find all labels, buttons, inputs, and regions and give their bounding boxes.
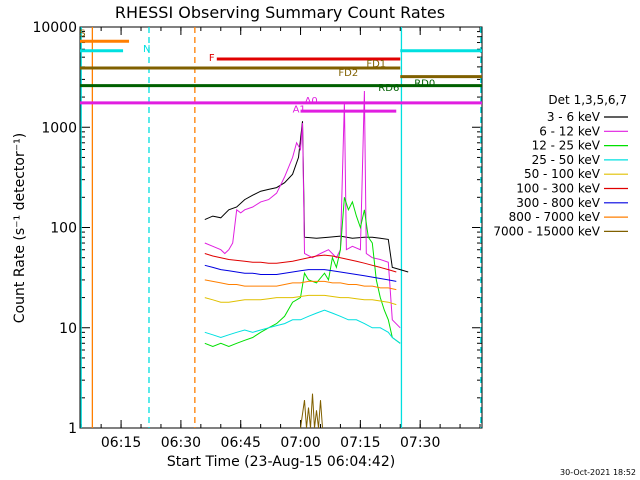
y-axis: 1 10 100 1000 10000 bbox=[32, 20, 482, 437]
series-line-300-800-kev bbox=[204, 264, 397, 282]
y-axis-label: Count Rate (s⁻¹ detector⁻¹) bbox=[12, 133, 28, 323]
x-tick-label: 07:15 bbox=[340, 435, 380, 451]
x-tick-label: 07:30 bbox=[400, 435, 440, 451]
annotation-label: N bbox=[143, 44, 150, 55]
x-tick-label: 06:15 bbox=[101, 435, 141, 451]
series-line-800-7000-kev bbox=[204, 279, 397, 291]
series-line-50-100-kev bbox=[204, 294, 397, 306]
legend-title: Det 1,3,5,6,7 bbox=[548, 93, 627, 107]
x-tick-label: 06:45 bbox=[221, 435, 261, 451]
y-tick-label: 1000 bbox=[41, 120, 77, 136]
x-axis-label: Start Time (23-Aug-15 06:04:42) bbox=[167, 454, 395, 470]
annotation-spans bbox=[80, 39, 482, 113]
legend-label: 800 - 7000 keV bbox=[509, 210, 601, 224]
legend-label: 7000 - 15000 keV bbox=[493, 224, 600, 238]
annotation-label: S bbox=[79, 29, 85, 40]
y-tick-label: 1 bbox=[68, 421, 77, 437]
annotation-label: FD1 bbox=[366, 59, 386, 70]
annotation-label: RD6 bbox=[378, 83, 399, 94]
legend-label: 25 - 50 keV bbox=[532, 153, 601, 167]
legend-label: 6 - 12 keV bbox=[539, 124, 601, 138]
series-line-100-300-kev bbox=[204, 253, 397, 273]
annotation-label: F bbox=[209, 53, 215, 64]
legend-label: 12 - 25 keV bbox=[532, 139, 601, 153]
y-tick-label: 10 bbox=[59, 321, 77, 337]
timestamp: 30-Oct-2021 18:52 bbox=[560, 468, 636, 477]
legend-label: 3 - 6 keV bbox=[547, 110, 601, 124]
legend-label: 300 - 800 keV bbox=[516, 196, 600, 210]
annotation-label: A1 bbox=[293, 105, 306, 116]
annotation-label: RD0 bbox=[414, 78, 435, 89]
legend-label: 100 - 300 keV bbox=[516, 182, 600, 196]
annotation-label: A0 bbox=[305, 96, 318, 107]
series-line-3-6-kev bbox=[204, 121, 409, 273]
annotation-label: FD2 bbox=[338, 68, 358, 79]
x-tick-label: 07:00 bbox=[280, 435, 320, 451]
series-line-12-25-kev bbox=[204, 197, 401, 348]
data-series bbox=[204, 90, 409, 429]
legend-label: 50 - 100 keV bbox=[524, 167, 601, 181]
y-tick-label: 10000 bbox=[32, 20, 77, 36]
chart-title: RHESSI Observing Summary Count Rates bbox=[115, 3, 445, 22]
series-line-6-12-kev bbox=[204, 90, 401, 329]
x-axis: 06:15 06:30 06:45 07:00 07:15 07:30 bbox=[80, 27, 481, 451]
y-tick-label: 100 bbox=[50, 221, 77, 237]
x-tick-label: 06:30 bbox=[161, 435, 201, 451]
series-line-25-50-kev bbox=[204, 309, 401, 344]
vertical-markers bbox=[80, 27, 482, 428]
series-line-7000-15000-kev bbox=[300, 393, 323, 429]
